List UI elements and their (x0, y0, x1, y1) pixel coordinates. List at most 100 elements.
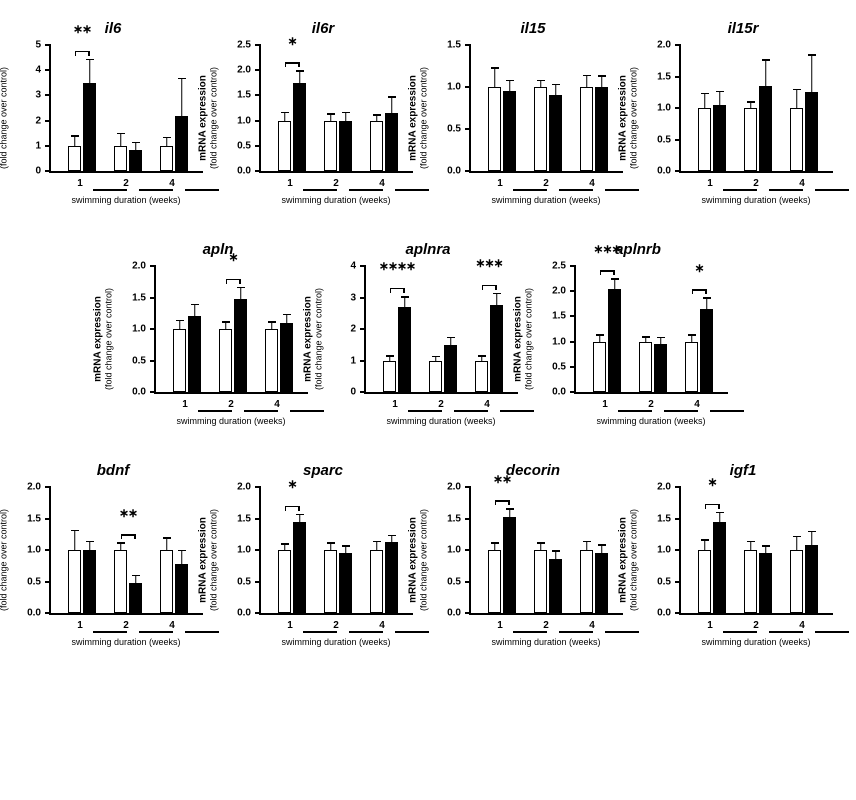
error-bar (614, 280, 616, 289)
y-tick-label: 2 (350, 324, 356, 335)
bar-control (534, 550, 547, 613)
y-tick (45, 486, 51, 488)
y-tick-label: 0.5 (657, 576, 671, 587)
error-bar (345, 547, 347, 553)
y-axis-label: mRNA expression(fold change over control… (0, 509, 10, 611)
plot-wrap: mRNA expression(fold change over control… (544, 264, 732, 414)
error-bar (391, 98, 393, 113)
plot-area: 012345∗∗ (49, 45, 203, 173)
bar-treatment (759, 86, 772, 171)
chart-panel: decorinmRNA expression(fold change over … (439, 462, 627, 635)
y-tick-label: 0.5 (657, 134, 671, 145)
error-cap (598, 75, 606, 77)
y-axis-label: mRNA expression(fold change over control… (199, 67, 220, 169)
chart-title: apln (124, 241, 312, 258)
error-bar (586, 76, 588, 87)
error-bar (120, 134, 122, 145)
significance-stars: ∗∗ (119, 506, 137, 520)
error-bar (481, 357, 483, 361)
significance-bracket (705, 504, 720, 506)
x-labels: 124 (49, 175, 203, 189)
y-tick-label: 1.5 (237, 513, 251, 524)
plot-area: 0.00.51.01.52.0∗ (679, 487, 833, 615)
x-tick-label: 1 (182, 399, 188, 410)
chart-title: igf1 (649, 462, 837, 479)
y-axis-label: mRNA expression(fold change over control… (199, 509, 220, 611)
significance-bracket (285, 506, 300, 508)
y-tick-label: 0.0 (447, 608, 461, 619)
y-tick (570, 391, 576, 393)
bar-control (475, 361, 488, 393)
y-tick (255, 612, 261, 614)
error-bar (601, 546, 603, 554)
significance-bracket (600, 270, 615, 272)
error-bar (494, 69, 496, 87)
y-tick-label: 0.5 (27, 576, 41, 587)
y-tick-label: 1.0 (657, 545, 671, 556)
group-underline (93, 631, 127, 633)
error-bar (811, 532, 813, 545)
group-underline (93, 189, 127, 191)
x-tick-label: 4 (694, 399, 700, 410)
error-bar (135, 576, 137, 582)
bar-treatment (503, 91, 516, 171)
significance-bracket (692, 289, 707, 291)
bar-treatment (713, 522, 726, 613)
y-tick (45, 549, 51, 551)
y-tick-label: 2.0 (237, 65, 251, 76)
bar-control (790, 550, 803, 613)
group-underline (198, 410, 232, 412)
x-tick-label: 1 (602, 399, 608, 410)
x-tick-label: 2 (543, 620, 549, 631)
bar-control (744, 108, 757, 171)
y-tick (255, 44, 261, 46)
chart-panel: igf1mRNA expression(fold change over con… (649, 462, 837, 635)
plot-wrap: mRNA expression(fold change over control… (649, 43, 837, 193)
group-underline (454, 410, 488, 412)
y-tick-label: 1.5 (447, 513, 461, 524)
x-tick-label: 2 (648, 399, 654, 410)
plot-area: 0.00.51.01.52.0∗ (154, 266, 308, 394)
error-bar (811, 56, 813, 93)
y-tick-label: 1.5 (657, 513, 671, 524)
plot-area: 0.00.51.01.52.02.5∗ (259, 45, 413, 173)
error-bar (284, 545, 286, 550)
error-cap (716, 512, 724, 514)
bar-control (324, 550, 337, 613)
x-axis-title: swimming duration (weeks) (364, 416, 518, 426)
x-tick-label: 2 (123, 620, 129, 631)
y-tick-label: 0.5 (552, 361, 566, 372)
y-tick-label: 1.0 (237, 545, 251, 556)
x-axis-title: swimming duration (weeks) (679, 195, 833, 205)
y-tick (150, 360, 156, 362)
x-tick-label: 4 (799, 620, 805, 631)
y-tick (675, 549, 681, 551)
error-bar (194, 305, 196, 316)
y-tick (150, 297, 156, 299)
x-labels: 124 (679, 617, 833, 631)
group-underline (500, 410, 534, 412)
x-axis-title: swimming duration (weeks) (574, 416, 728, 426)
y-tick-label: 1.5 (237, 90, 251, 101)
error-bar (540, 81, 542, 87)
error-cap (762, 545, 770, 547)
error-bar (704, 541, 706, 550)
plot-wrap: mRNA expression(fold change over control… (124, 264, 312, 414)
y-tick (465, 86, 471, 88)
y-tick (360, 360, 366, 362)
bar-treatment (83, 83, 96, 171)
bar-control (580, 550, 593, 613)
x-tick-label: 4 (274, 399, 280, 410)
bar-treatment (490, 305, 503, 392)
error-cap (598, 544, 606, 546)
error-cap (388, 535, 396, 537)
y-tick (45, 69, 51, 71)
error-bar (376, 116, 378, 121)
error-bar (404, 298, 406, 307)
y-tick (465, 518, 471, 520)
bar-control (639, 342, 652, 392)
y-tick-label: 1.0 (447, 545, 461, 556)
bar-treatment (805, 545, 818, 613)
error-cap (388, 96, 396, 98)
y-tick (360, 265, 366, 267)
